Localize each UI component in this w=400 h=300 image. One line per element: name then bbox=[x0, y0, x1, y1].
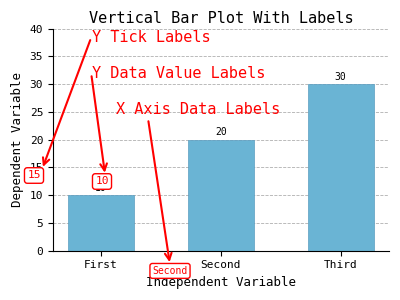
Title: Vertical Bar Plot With Labels: Vertical Bar Plot With Labels bbox=[88, 11, 353, 26]
Text: 20: 20 bbox=[215, 128, 227, 137]
Y-axis label: Dependent Variable: Dependent Variable bbox=[11, 72, 24, 207]
Text: X Axis Data Labels: X Axis Data Labels bbox=[116, 102, 280, 117]
Bar bbox=[308, 84, 374, 250]
Text: Y Tick Labels: Y Tick Labels bbox=[92, 30, 211, 45]
Text: 10: 10 bbox=[95, 183, 107, 193]
Bar bbox=[68, 195, 134, 250]
Text: 15: 15 bbox=[27, 170, 41, 181]
Text: 10: 10 bbox=[95, 176, 109, 187]
Bar bbox=[188, 140, 254, 250]
Text: 30: 30 bbox=[335, 72, 346, 82]
Text: Y Data Value Labels: Y Data Value Labels bbox=[92, 66, 265, 81]
X-axis label: Independent Variable: Independent Variable bbox=[146, 276, 296, 289]
Text: Second: Second bbox=[152, 266, 188, 276]
